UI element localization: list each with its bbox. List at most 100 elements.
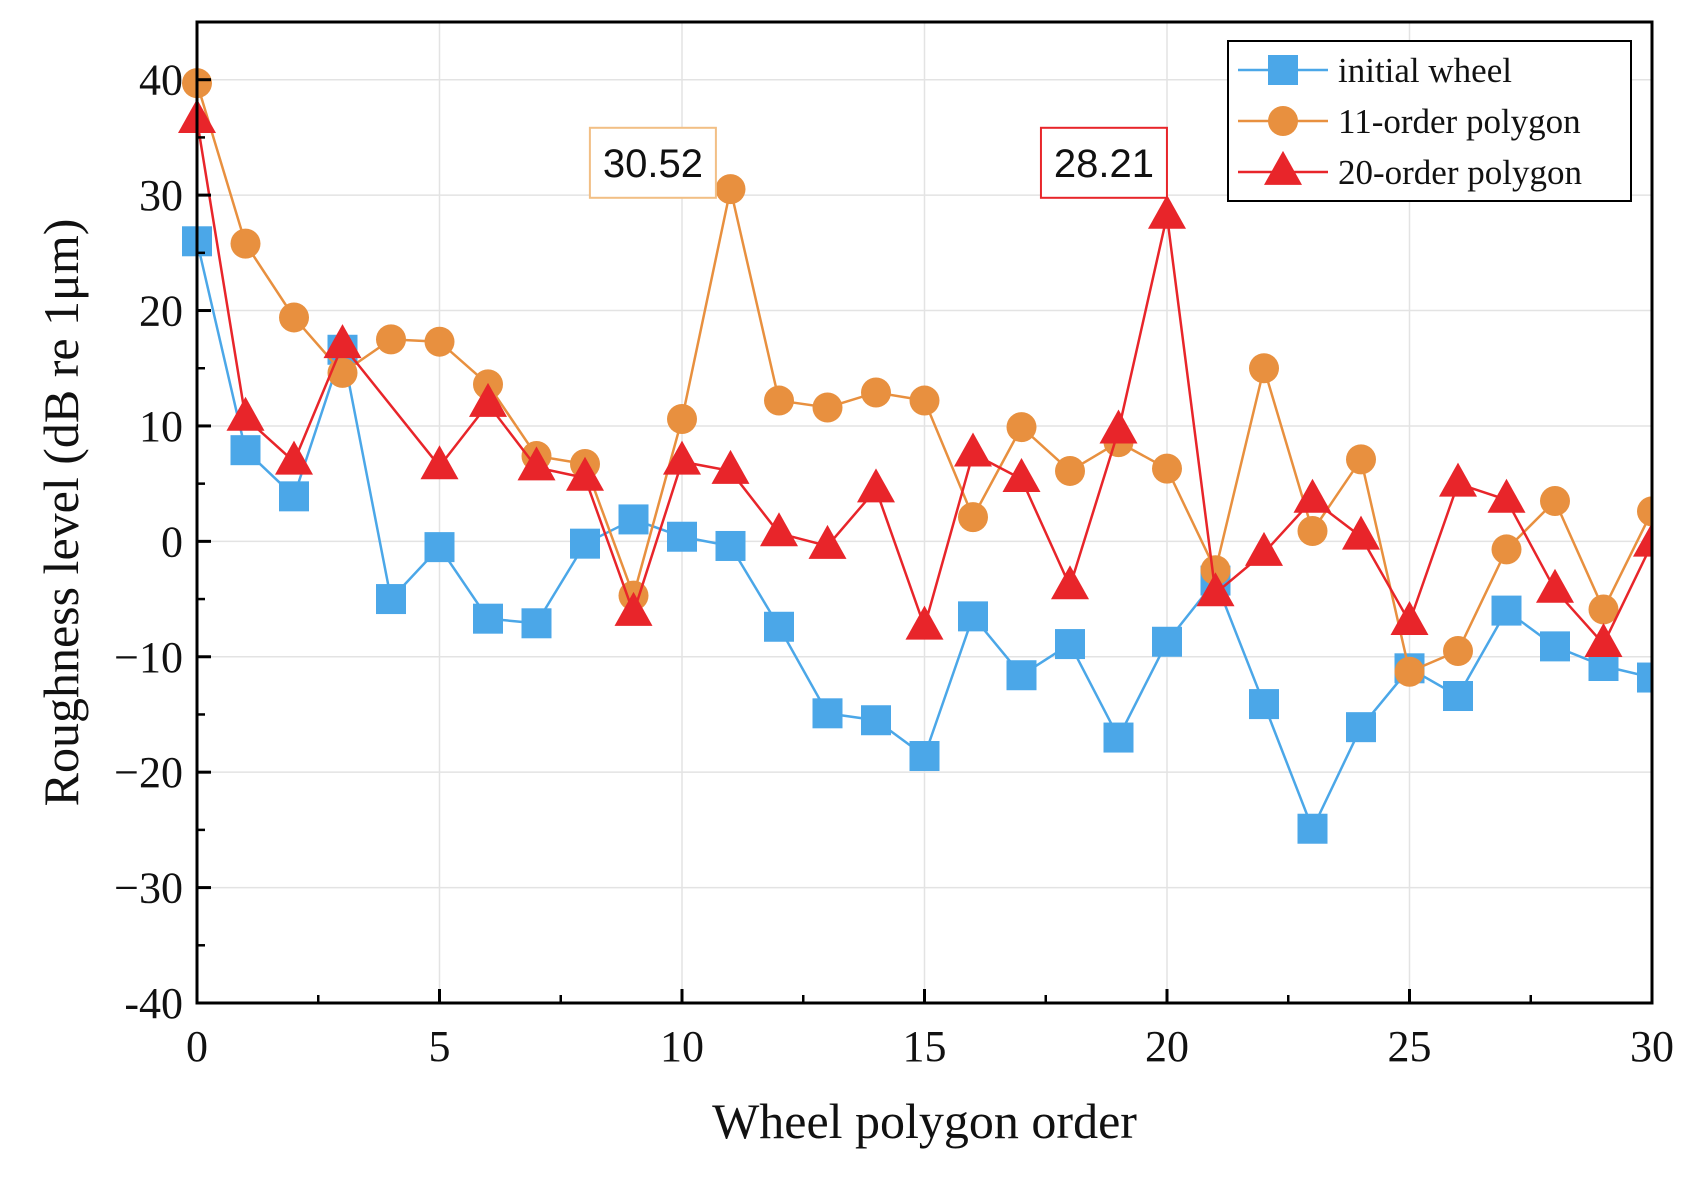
- data-point: [1540, 631, 1570, 662]
- data-point: [1051, 565, 1089, 600]
- data-point: [905, 605, 944, 640]
- data-point: [812, 392, 843, 423]
- data-point: [1346, 712, 1376, 743]
- data-point: [424, 326, 455, 357]
- data-point: [909, 385, 940, 416]
- x-tick-label: 0: [186, 1022, 208, 1071]
- data-point: [570, 528, 600, 559]
- data-point: [1540, 485, 1570, 516]
- data-point: [1637, 662, 1652, 693]
- data-point: [1293, 478, 1332, 513]
- annotation-label: 28.21: [1054, 142, 1154, 186]
- x-axis-title: Wheel polygon order: [712, 1093, 1137, 1149]
- legend-marker: [1268, 106, 1298, 136]
- data-point: [909, 741, 940, 772]
- y-tick-label: −20: [114, 748, 183, 797]
- data-point: [279, 481, 309, 512]
- x-tick-label: 25: [1388, 1022, 1432, 1071]
- data-point: [424, 532, 455, 563]
- x-tick-label: 15: [903, 1022, 947, 1071]
- data-point: [667, 521, 697, 552]
- data-point: [954, 432, 992, 467]
- data-point: [1006, 660, 1037, 691]
- data-point: [1002, 457, 1041, 492]
- y-tick-label: 40: [139, 56, 183, 105]
- annotation-box: [1039, 126, 1168, 199]
- data-point: [1443, 635, 1473, 666]
- data-point: [1297, 813, 1328, 844]
- data-point: [230, 435, 261, 466]
- data-point: [812, 698, 843, 729]
- data-point: [1487, 478, 1526, 513]
- data-point: [764, 385, 794, 416]
- data-point: [1297, 515, 1328, 546]
- data-point: [958, 502, 988, 533]
- legend-label: initial wheel: [1338, 51, 1512, 90]
- data-point: [275, 440, 313, 475]
- x-tick-label: 5: [429, 1022, 451, 1071]
- y-tick-label: −30: [114, 864, 183, 913]
- data-point: [521, 608, 552, 639]
- data-point: [663, 440, 701, 475]
- data-point: [1491, 534, 1522, 565]
- legend: initial wheel 11-order polygon 20-order po…: [1227, 40, 1632, 202]
- data-point: [1637, 496, 1652, 527]
- data-point: [760, 512, 798, 547]
- x-tick-label: 10: [660, 1022, 704, 1071]
- data-point: [1006, 412, 1037, 443]
- data-point: [1099, 409, 1138, 444]
- data-point: [667, 404, 697, 435]
- data-point: [1588, 594, 1619, 625]
- legend-marker: [1264, 150, 1302, 185]
- y-tick-label: 20: [139, 287, 183, 336]
- x-tick-label: 20: [1145, 1022, 1189, 1071]
- data-point: [323, 324, 362, 359]
- legend-label: 11-order polygon: [1338, 102, 1581, 141]
- data-point: [1249, 353, 1279, 384]
- data-point: [226, 396, 265, 431]
- data-point: [1249, 689, 1279, 720]
- data-point: [1346, 444, 1376, 475]
- data-point: [1439, 462, 1477, 497]
- x-tick-label: 30: [1630, 1022, 1674, 1071]
- data-point: [376, 324, 406, 355]
- data-point: [517, 446, 556, 481]
- y-tick-label: -40: [124, 979, 183, 1028]
- data-point: [1633, 522, 1652, 557]
- series-20-order-polygon: [178, 99, 1652, 657]
- y-tick-label: −10: [114, 633, 183, 682]
- data-point: [764, 611, 794, 642]
- annotation-layer: 30.52 28.21: [588, 126, 1168, 199]
- data-point: [1390, 601, 1429, 636]
- legend-label: 20-order polygon: [1338, 153, 1582, 192]
- data-point: [566, 456, 604, 491]
- y-tick-label: 30: [139, 171, 183, 220]
- data-point: [1443, 681, 1473, 712]
- data-point: [958, 601, 988, 632]
- data-point: [420, 445, 459, 480]
- data-point: [618, 504, 649, 535]
- data-point: [230, 228, 261, 259]
- data-point: [1152, 453, 1182, 484]
- data-point: [1245, 531, 1283, 566]
- data-point: [715, 174, 746, 205]
- data-point: [1584, 622, 1623, 657]
- data-point: [469, 382, 507, 417]
- legend-marker: [1268, 55, 1298, 85]
- data-point: [715, 530, 746, 561]
- y-tick-label: 10: [139, 402, 183, 451]
- data-point: [614, 591, 653, 626]
- data-point: [279, 302, 309, 333]
- y-axis-title: Roughness level (dB re 1μm): [33, 219, 89, 807]
- data-point: [1394, 656, 1425, 687]
- data-point: [376, 584, 406, 615]
- data-point: [1200, 555, 1231, 586]
- annotation-box: [588, 126, 717, 199]
- data-point: [1148, 194, 1186, 229]
- data-point: [1103, 722, 1134, 753]
- data-point: [1152, 626, 1182, 657]
- series-layer: [178, 68, 1652, 844]
- axis-layer: 0 5 10 15 20 25 30 -40 −30 −20 −10 0 10 20 30 40 Wheel p…: [33, 56, 1674, 1149]
- data-point: [861, 377, 891, 408]
